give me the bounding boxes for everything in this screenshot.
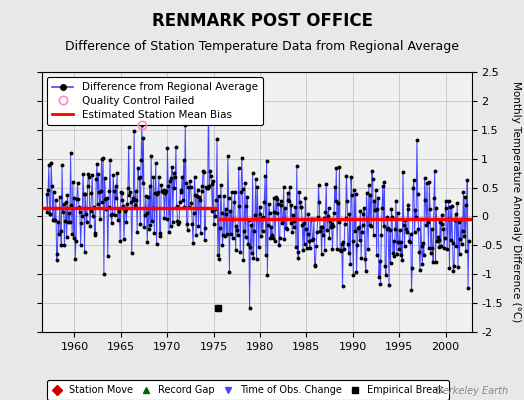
Legend: Station Move, Record Gap, Time of Obs. Change, Empirical Break: Station Move, Record Gap, Time of Obs. C… — [47, 380, 449, 400]
Text: Berkeley Earth: Berkeley Earth — [436, 386, 508, 396]
Y-axis label: Monthly Temperature Anomaly Difference (°C): Monthly Temperature Anomaly Difference (… — [511, 81, 521, 323]
Text: RENMARK POST OFFICE: RENMARK POST OFFICE — [151, 12, 373, 30]
Text: Difference of Station Temperature Data from Regional Average: Difference of Station Temperature Data f… — [65, 40, 459, 53]
